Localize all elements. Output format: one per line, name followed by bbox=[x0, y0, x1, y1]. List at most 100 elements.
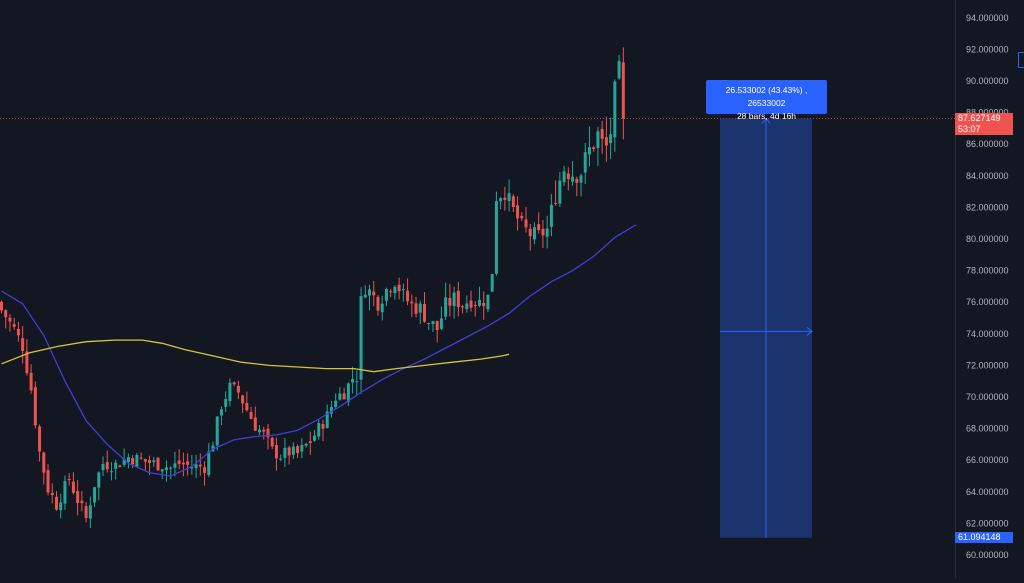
candle-body bbox=[461, 306, 465, 308]
candle-body bbox=[207, 451, 211, 476]
candle-body bbox=[609, 134, 613, 144]
candle-body bbox=[545, 228, 549, 237]
candle-body bbox=[511, 196, 515, 208]
y-tick-label: 62.000000 bbox=[966, 518, 1009, 528]
candle-body bbox=[46, 470, 50, 493]
candle-body bbox=[532, 227, 536, 240]
candle-body bbox=[380, 303, 384, 313]
candle-body bbox=[118, 465, 122, 468]
candle-body bbox=[152, 460, 156, 463]
candle-body bbox=[76, 491, 80, 503]
candle-body bbox=[135, 455, 139, 467]
candle-body bbox=[181, 462, 185, 465]
candle-body bbox=[439, 318, 443, 329]
bar-countdown-badge: 53:07 bbox=[955, 123, 1013, 135]
candle-body bbox=[587, 147, 591, 155]
y-tick-label: 60.000000 bbox=[966, 550, 1009, 560]
candle-body bbox=[537, 224, 541, 231]
candle-body bbox=[105, 462, 109, 470]
candle-body bbox=[469, 300, 473, 308]
candle-body bbox=[456, 290, 460, 308]
candle-body bbox=[253, 417, 257, 431]
candle-body bbox=[562, 171, 566, 183]
candle-body bbox=[169, 467, 173, 469]
candle-body bbox=[164, 467, 168, 471]
candle-body bbox=[621, 62, 625, 119]
candle-body bbox=[0, 301, 3, 311]
candle-body bbox=[59, 502, 63, 511]
y-tick-label: 82.000000 bbox=[966, 202, 1009, 212]
y-tick-label: 64.000000 bbox=[966, 487, 1009, 497]
candle-body bbox=[325, 411, 329, 428]
candle-body bbox=[67, 478, 71, 481]
candle-body bbox=[355, 381, 359, 383]
y-tick-label: 84.000000 bbox=[966, 171, 1009, 181]
candle-body bbox=[114, 462, 118, 469]
candle-body bbox=[270, 437, 274, 447]
candle-body bbox=[232, 382, 236, 385]
candle-body bbox=[600, 128, 604, 139]
candle-body bbox=[300, 445, 304, 452]
measure-up-arrow bbox=[761, 117, 771, 124]
candle-body bbox=[499, 198, 503, 202]
candle-body bbox=[566, 173, 570, 180]
candle-body bbox=[84, 506, 88, 518]
candle-body bbox=[215, 416, 219, 446]
candle-body bbox=[16, 328, 20, 336]
candle-body bbox=[241, 395, 245, 404]
candle-body bbox=[410, 301, 414, 304]
candle-body bbox=[372, 291, 376, 296]
candle-body bbox=[351, 379, 355, 383]
candle-body bbox=[444, 297, 448, 317]
candle-body bbox=[342, 393, 346, 400]
candle-body bbox=[63, 481, 67, 504]
moving-average-slow-line bbox=[1, 339, 510, 373]
candle-body bbox=[266, 428, 270, 438]
candle-body bbox=[4, 310, 8, 318]
candle-body bbox=[291, 446, 295, 455]
candle-body bbox=[520, 215, 524, 219]
candle-body bbox=[558, 180, 562, 204]
candle-body bbox=[203, 467, 207, 473]
measure-change-text: 26.533002 (43.43%) , 26533002 bbox=[725, 85, 808, 108]
candle-body bbox=[571, 176, 575, 182]
candle-body bbox=[274, 445, 278, 459]
candle-body bbox=[258, 429, 262, 433]
y-tick-label: 72.000000 bbox=[966, 360, 1009, 370]
candle-body bbox=[198, 464, 202, 467]
candle-body bbox=[249, 412, 253, 419]
candle-body bbox=[29, 372, 33, 391]
candle-body bbox=[279, 458, 283, 460]
price-scale-handle[interactable] bbox=[1018, 52, 1024, 68]
candle-body bbox=[431, 321, 435, 325]
y-tick-label: 80.000000 bbox=[966, 234, 1009, 244]
candle-body bbox=[42, 452, 46, 473]
candle-body bbox=[583, 152, 587, 173]
candle-body bbox=[236, 385, 240, 393]
candle-body bbox=[363, 294, 367, 298]
candle-body bbox=[71, 481, 75, 493]
candle-body bbox=[418, 303, 422, 313]
candle-body bbox=[148, 460, 152, 463]
candle-body bbox=[101, 463, 105, 471]
candle-body bbox=[507, 193, 511, 202]
candle-body bbox=[321, 424, 325, 429]
y-tick-label: 94.000000 bbox=[966, 13, 1009, 23]
candle-body bbox=[304, 443, 308, 446]
candle-body bbox=[313, 435, 317, 441]
candle-body bbox=[384, 289, 388, 301]
candle-body bbox=[596, 131, 600, 149]
candle-body bbox=[283, 447, 287, 458]
candle-body bbox=[393, 286, 397, 294]
candle-body bbox=[186, 461, 190, 465]
candle-body bbox=[156, 457, 160, 471]
candle-body bbox=[262, 429, 266, 432]
candle-body bbox=[317, 423, 321, 437]
candle-body bbox=[477, 299, 481, 306]
candle-body bbox=[329, 407, 333, 414]
candle-body bbox=[541, 228, 545, 236]
candle-body bbox=[359, 296, 363, 380]
candle-body bbox=[427, 322, 431, 324]
